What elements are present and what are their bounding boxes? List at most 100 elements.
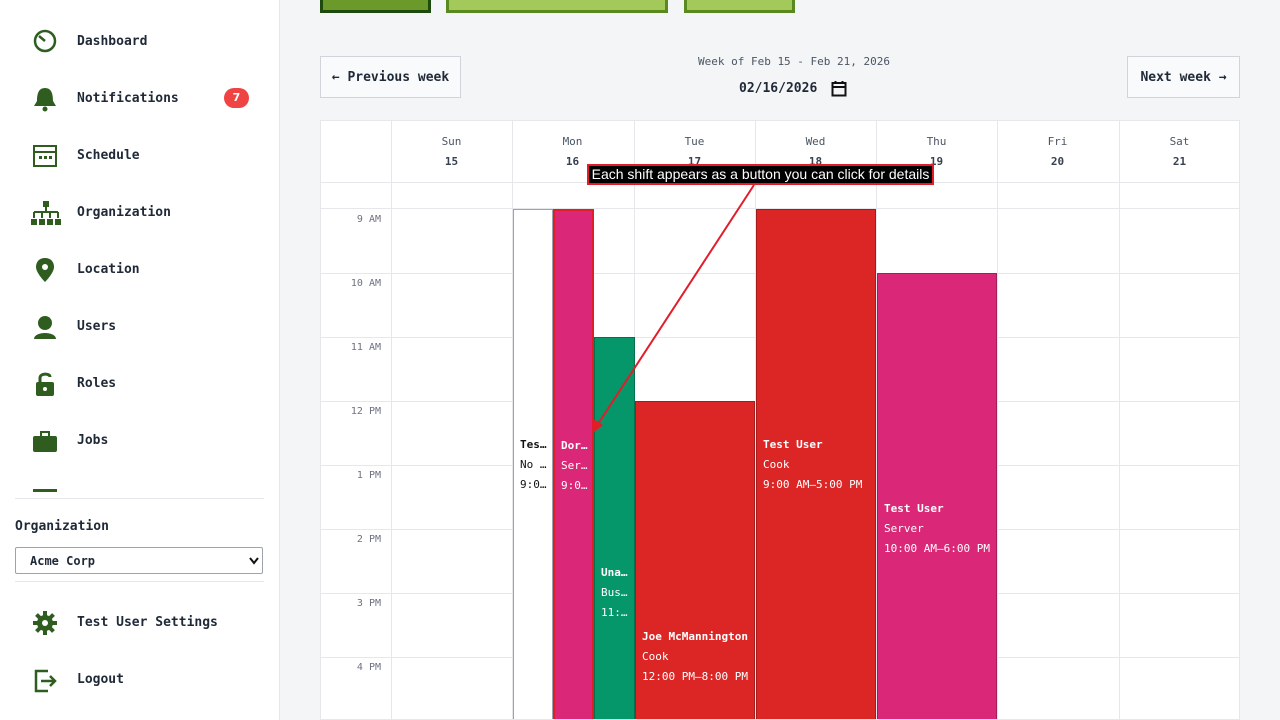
nav-label: Organization [77,205,171,220]
top-button[interactable] [446,0,668,13]
select-value: Acme Corp [30,554,96,568]
divider [15,498,264,499]
calendar: Sun 15 Mon 16 Tue 17 Wed 18 Thu 19 Fri 20 Sat 21 9 AM 1… [320,120,1240,720]
nav-schedule[interactable]: Schedule [0,136,279,176]
icon [36,258,54,282]
shift-text: Cook [642,650,669,663]
shift-text: Server [884,522,924,535]
week-label: Week of Feb 15 - Feb 21, 2026 [697,55,891,68]
shift-text: Cook [763,458,790,471]
icon [33,29,57,53]
hour-label: 12 PM [350,406,381,417]
shift-button[interactable]: Joe McMannington Cook 12:00 PM–8:00 PM [635,401,755,719]
shift-text: 9:00 AM–5:00 PM [763,478,863,491]
column-line [876,121,877,719]
shift-text: Bus… [601,586,628,599]
column-line [755,121,756,719]
day-date: 21 [1172,155,1187,168]
nav-icon-partial [33,489,57,492]
nav-label: Jobs [77,433,109,448]
column-line [391,121,392,719]
nav-label: Users [77,319,117,334]
hour-label: 9 AM [356,214,381,225]
nav-dashboard[interactable]: Dashboard [0,22,279,62]
top-button[interactable] [684,0,795,13]
shift-text: 9:0… [520,478,547,491]
shift-text: Tes… [520,438,547,451]
day-date: 20 [1050,155,1065,168]
allday-line [321,208,1239,209]
nav-label: Schedule [77,148,140,163]
divider [15,581,264,582]
nav-notifications[interactable]: Notifications 7 [0,79,279,119]
column-line [1119,121,1120,719]
icon [34,88,56,112]
date-input[interactable]: 02/16/2026 [739,80,854,98]
column-line [997,121,998,719]
day-name: Sat [1169,135,1190,148]
prev-week-button[interactable]: ← Previous week [320,56,461,98]
hour-label: 10 AM [350,278,381,289]
icon [33,431,57,452]
nav-label: Test User Settings [77,615,218,630]
shift-button[interactable]: Test User Cook 9:00 AM–5:00 PM [756,209,876,719]
hour-label: 1 PM [356,470,381,481]
day-name: Mon [562,135,583,148]
icon [33,611,57,635]
nav-location[interactable]: Location [0,250,279,290]
shift-text: 12:00 PM–8:00 PM [642,670,748,683]
shift-text: 11:… [601,606,628,619]
nav-settings[interactable]: Test User Settings [0,603,279,643]
shift-button[interactable]: Tes… No … 9:0… [513,209,553,719]
top-button[interactable] [320,0,431,13]
hour-label: 2 PM [356,534,381,545]
shift-text: Una… [601,566,628,579]
icon [34,669,57,693]
next-week-button[interactable]: Next week → [1127,56,1240,98]
shift-button[interactable]: Una… Bus… 11:… [594,337,635,719]
sidebar: Dashboard Notifications 7 Schedule Organ… [0,0,280,720]
day-name: Wed [805,135,826,148]
shift-text: Ser… [561,459,588,472]
shift-text: No … [520,458,547,471]
nav-label: Roles [77,376,117,391]
nav-organization[interactable]: Organization [0,193,279,233]
select-arrow [249,557,259,565]
nav-label: Location [77,262,140,277]
hour-label: 11 AM [350,342,381,353]
icon [36,372,54,396]
shift-button[interactable]: Dor… Ser… 9:0… [553,209,594,719]
shift-text: Joe McMannington [642,630,748,643]
column-line [512,121,513,719]
organization-label: Organization [15,519,109,534]
nav-label: Dashboard [77,34,148,49]
hour-label: 4 PM [356,662,381,673]
shift-text: 10:00 AM–6:00 PM [884,542,990,555]
shift-text: Test User [763,438,823,451]
annotation: Each shift appears as a button you can c… [587,164,934,185]
calendar-icon [831,81,847,97]
shift-text: 9:0… [561,479,588,492]
hour-label: 3 PM [356,598,381,609]
day-name: Thu [926,135,947,148]
date-value: 02/16/2026 [739,81,818,96]
day-date: 15 [444,155,459,168]
nav-jobs[interactable]: Jobs [0,421,279,461]
shift-text: Test User [884,502,944,515]
day-name: Fri [1047,135,1068,148]
shift-text: Dor… [561,439,588,452]
shift-button[interactable]: Test User Server 10:00 AM–6:00 PM [877,273,997,719]
icon [33,145,57,167]
nav-roles[interactable]: Roles [0,364,279,404]
day-date: 16 [565,155,580,168]
nav-label: Logout [77,672,124,687]
nav-label: Notifications [77,91,179,106]
icon [34,316,56,339]
nav-logout[interactable]: Logout [0,660,279,700]
icon [31,201,61,225]
day-name: Sun [441,135,462,148]
organization-select[interactable]: Acme Corp [15,547,263,574]
nav-users[interactable]: Users [0,307,279,347]
